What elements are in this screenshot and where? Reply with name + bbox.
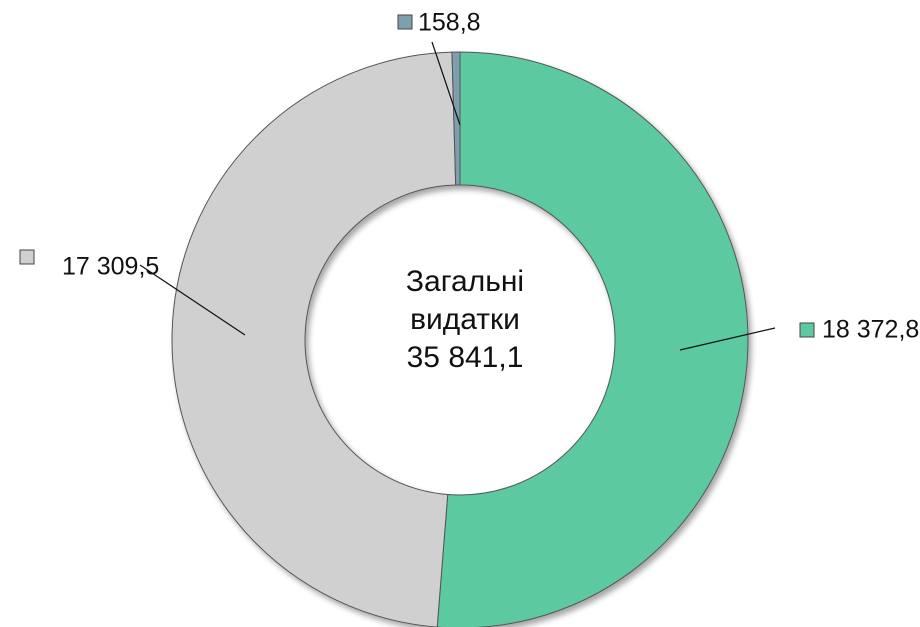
legend-marker (19, 249, 35, 265)
legend-marker (799, 322, 815, 338)
leader-line (679, 327, 776, 351)
leader-line (431, 41, 461, 126)
data-label: 17 309,5 (62, 253, 159, 281)
slice (171, 51, 457, 627)
data-label: 158,8 (418, 9, 481, 37)
center-text: Загальні (406, 265, 524, 298)
leader-line (139, 264, 246, 336)
slice (436, 51, 749, 627)
data-label: 18 372,8 (822, 316, 919, 344)
slice (451, 51, 461, 186)
donut (171, 51, 749, 627)
center-text: 35 841,1 (407, 341, 524, 374)
legend-marker (397, 14, 413, 30)
center-text: видатки (410, 303, 520, 336)
